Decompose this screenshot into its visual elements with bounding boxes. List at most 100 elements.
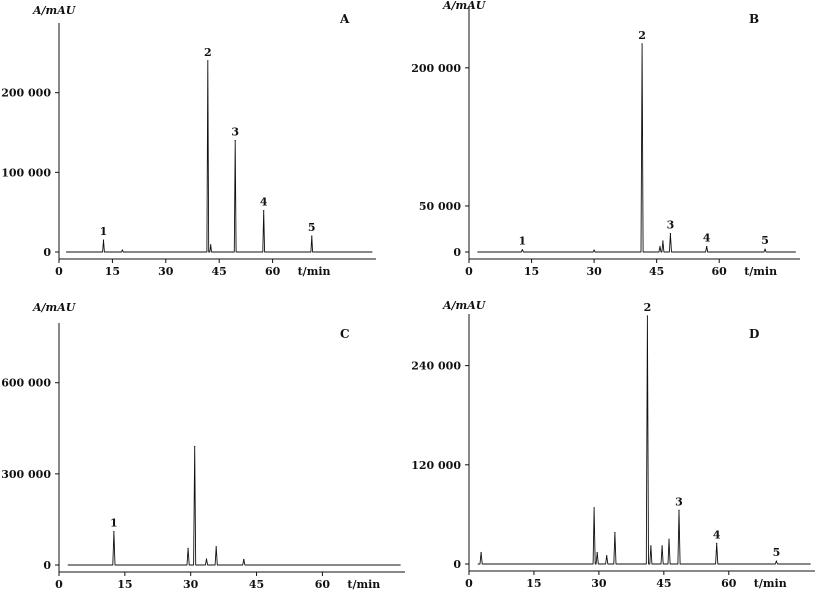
peak-point: [662, 240, 664, 242]
chromatogram-trace: [67, 446, 401, 566]
y-tick-label: 300 000: [1, 468, 51, 481]
panel-c: 0 300 000 600 000 0 15 30 45 60 A/mAU t/min C 1: [1, 301, 405, 591]
peak-point: [113, 530, 115, 533]
y-tick-label: 0: [43, 559, 51, 572]
peak-point: [641, 43, 643, 45]
x-axis-label: t/min: [754, 577, 787, 590]
peak-point: [243, 558, 245, 561]
x-tick-label: 0: [465, 265, 473, 278]
y-tick-label: 240 000: [411, 360, 461, 373]
x-tick-label: 15: [524, 265, 539, 278]
x-tick-label: 30: [586, 265, 602, 278]
peak-label: 1: [110, 517, 118, 530]
x-tick-label: 45: [649, 265, 664, 278]
peak-point: [102, 239, 105, 241]
peak-label: 4: [713, 528, 721, 541]
y-tick-label: 0: [453, 558, 461, 571]
x-tick-label: 30: [591, 577, 607, 590]
peak-point: [775, 560, 778, 562]
x-tick-label: 15: [526, 577, 541, 590]
panel-letter: D: [749, 327, 759, 341]
peak-point: [668, 538, 670, 540]
peak-point: [669, 232, 672, 235]
y-tick-label: 200 000: [1, 87, 51, 100]
peak-point: [646, 315, 648, 317]
peak-point: [706, 245, 708, 248]
chromatogram-trace: [66, 60, 373, 253]
x-axis-label: t/min: [347, 578, 380, 591]
peak-point: [194, 445, 196, 448]
peak-label: 1: [100, 225, 108, 238]
peak-point: [596, 551, 598, 554]
peak-point: [593, 507, 595, 509]
peak-point: [716, 542, 718, 544]
peak-label: 3: [667, 219, 675, 232]
x-axis-label: t/min: [744, 265, 777, 278]
peak-label: 2: [204, 46, 212, 59]
peak-point: [205, 558, 208, 560]
y-tick-label: 0: [43, 246, 51, 259]
panel-letter: A: [339, 12, 350, 26]
peak-label: 5: [308, 221, 316, 234]
y-axis-label: A/mAU: [442, 0, 487, 12]
peak-label: 4: [703, 231, 711, 244]
x-tick-label: 15: [105, 265, 120, 278]
x-tick-label: 0: [465, 577, 473, 590]
y-tick-label: 120 000: [411, 459, 461, 472]
x-tick-label: 0: [55, 578, 63, 591]
peak-point: [215, 546, 217, 548]
x-tick-label: 30: [158, 265, 174, 278]
peak-point: [593, 249, 595, 251]
peak-label: 1: [519, 235, 527, 248]
peak-point: [659, 245, 661, 248]
x-tick-label: 60: [712, 265, 728, 278]
x-tick-label: 45: [212, 265, 227, 278]
peak-point: [606, 555, 608, 557]
x-tick-label: 30: [183, 578, 199, 591]
peak-point: [521, 249, 523, 251]
panel-letter: B: [749, 12, 759, 26]
x-tick-label: 60: [315, 578, 331, 591]
peak-point: [187, 547, 189, 549]
peak-label: 2: [644, 301, 652, 314]
peak-point: [263, 209, 265, 212]
peak-point: [121, 249, 123, 251]
peak-point: [234, 139, 236, 142]
x-axis-label: t/min: [298, 265, 331, 278]
peak-point: [311, 235, 313, 237]
y-axis-label: A/mAU: [32, 4, 77, 17]
chromatogram-trace: [477, 315, 811, 565]
y-tick-label: 50 000: [419, 200, 461, 213]
peak-point: [210, 244, 212, 246]
x-tick-label: 15: [117, 578, 132, 591]
y-tick-label: 200 000: [411, 62, 461, 75]
peak-label: 2: [638, 29, 646, 42]
y-axis-label: A/mAU: [32, 301, 77, 314]
panel-letter: C: [340, 327, 350, 341]
peak-point: [207, 60, 209, 62]
peak-point: [661, 545, 663, 547]
peak-label: 3: [675, 495, 683, 508]
x-tick-label: 60: [721, 577, 737, 590]
x-tick-label: 0: [55, 265, 63, 278]
peak-point: [480, 551, 482, 554]
x-tick-label: 60: [265, 265, 281, 278]
y-tick-label: 0: [453, 246, 461, 259]
peak-point: [614, 531, 616, 534]
peak-label: 5: [761, 234, 769, 247]
peak-point: [678, 509, 680, 511]
peak-point: [650, 545, 652, 547]
x-tick-label: 45: [656, 577, 671, 590]
chromatogram-trace: [477, 43, 796, 253]
peak-point: [764, 248, 766, 250]
y-axis-label: A/mAU: [442, 299, 487, 312]
peak-label: 5: [773, 546, 781, 559]
peak-label: 3: [231, 125, 239, 138]
x-tick-label: 45: [249, 578, 264, 591]
peak-label: 4: [260, 196, 268, 209]
y-tick-label: 100 000: [1, 166, 51, 179]
